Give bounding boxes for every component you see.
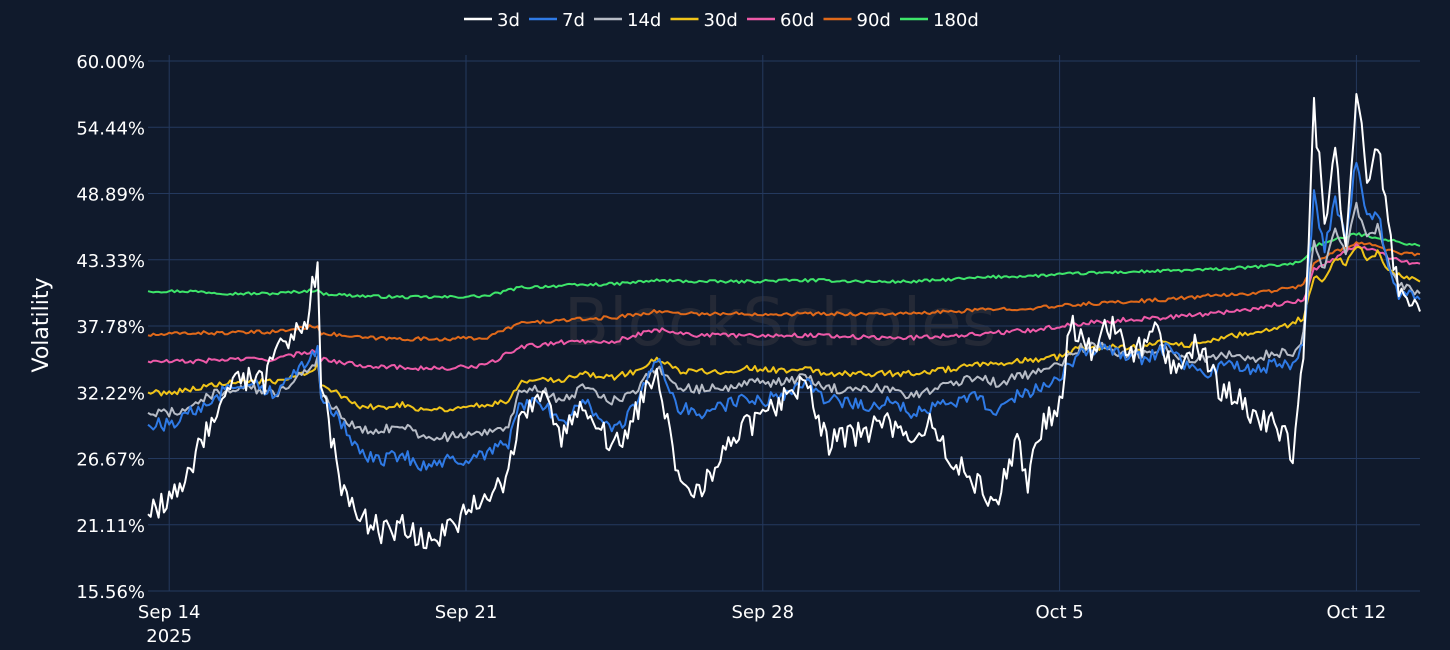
legend-item-90d[interactable]: 90d [823, 10, 891, 31]
y-tick-label: 15.56% [76, 582, 145, 603]
series-line-30d [147, 246, 1421, 413]
legend-label: 3d [497, 10, 520, 31]
series-line-180d [147, 232, 1421, 300]
legend-item-60d[interactable]: 60d [747, 10, 814, 31]
y-tick-label: 43.33% [76, 251, 145, 272]
legend-label: 14d [627, 10, 661, 31]
watermark-text: BlockScholes [564, 284, 996, 361]
legend-label: 7d [562, 10, 585, 31]
legend: 3d 7d 14d 30d 60d 90d 180d [464, 10, 979, 31]
series-line-3d [147, 93, 1421, 550]
x-tick-label: Oct 5 [1035, 602, 1083, 623]
y-axis: 60.00% 54.44% 48.89% 43.33% 37.78% 32.22% 26.6… [76, 52, 145, 603]
y-tick-label: 48.89% [76, 185, 145, 206]
legend-item-7d[interactable]: 7d [529, 10, 585, 31]
series-lines [147, 93, 1421, 550]
legend-label: 30d [704, 10, 738, 31]
y-axis-title: Volatility [29, 277, 54, 372]
legend-item-180d[interactable]: 180d [900, 10, 979, 31]
legend-item-14d[interactable]: 14d [594, 10, 661, 31]
series-line-90d [147, 241, 1421, 342]
x-tick-label: Oct 12 [1327, 602, 1387, 623]
legend-item-30d[interactable]: 30d [670, 10, 738, 31]
x-axis: Sep 14 2025 Sep 21 Sep 28 Oct 5 Oct 12 [138, 602, 1386, 647]
y-tick-label: 21.11% [76, 516, 145, 537]
legend-label: 60d [780, 10, 814, 31]
y-tick-label: 54.44% [76, 118, 145, 139]
x-tick-label: Sep 14 [138, 602, 201, 623]
y-tick-label: 32.22% [76, 383, 145, 404]
legend-label: 180d [933, 10, 979, 31]
y-tick-label: 26.67% [76, 450, 145, 471]
x-tick-label: Sep 21 [435, 602, 498, 623]
legend-label: 90d [857, 10, 891, 31]
y-tick-label: 37.78% [76, 317, 145, 338]
series-line-7d [147, 161, 1421, 472]
x-tick-sublabel: 2025 [146, 626, 192, 647]
y-tick-label: 60.00% [76, 52, 145, 73]
series-line-60d [147, 243, 1421, 372]
x-tick-label: Sep 28 [732, 602, 795, 623]
legend-item-3d[interactable]: 3d [464, 10, 520, 31]
series-line-14d [147, 201, 1421, 443]
